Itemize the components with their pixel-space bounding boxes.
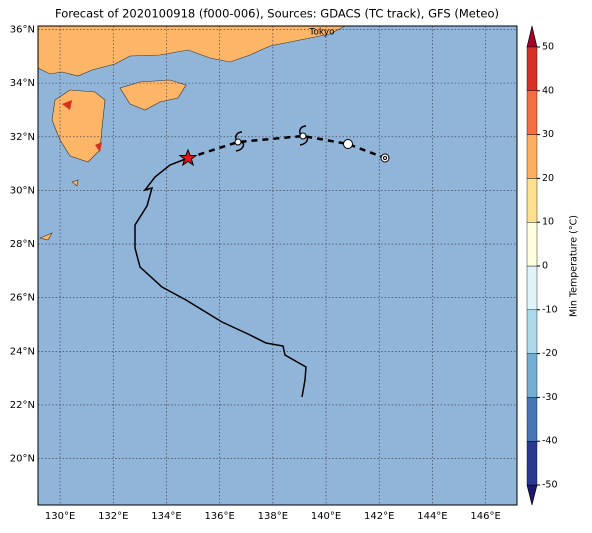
colorbar-segment bbox=[526, 441, 538, 486]
lat-label: 36°N bbox=[10, 24, 35, 35]
colorbar-tick-label: 50 bbox=[542, 42, 554, 53]
storm-position bbox=[178, 148, 198, 167]
lon-label: 136°E bbox=[204, 511, 234, 522]
graticule bbox=[38, 26, 517, 505]
lat-label: 20°N bbox=[10, 454, 35, 465]
colorbar-tick-label: 40 bbox=[542, 85, 554, 96]
lon-label: 146°E bbox=[470, 511, 500, 522]
lon-label: 144°E bbox=[417, 511, 447, 522]
colorbar-tick-label: -30 bbox=[542, 392, 558, 403]
lon-label: 132°E bbox=[98, 511, 128, 522]
lon-label: 130°E bbox=[45, 511, 75, 522]
colorbar-tick-label: -40 bbox=[542, 436, 558, 447]
lon-label: 142°E bbox=[364, 511, 394, 522]
land bbox=[37, 25, 346, 241]
colorbar-segment bbox=[526, 221, 538, 267]
colorbar-label: Min Temperature (°C) bbox=[569, 215, 580, 317]
colorbar-tick-label: -50 bbox=[542, 480, 558, 491]
lat-label: 34°N bbox=[10, 78, 35, 89]
colorbar-segment bbox=[526, 46, 538, 91]
colorbar bbox=[526, 25, 540, 506]
lat-label: 24°N bbox=[10, 346, 35, 357]
colorbar-segment bbox=[526, 309, 538, 354]
colorbar-segment bbox=[526, 134, 538, 179]
lon-label: 140°E bbox=[311, 511, 341, 522]
colorbar-segment bbox=[526, 178, 538, 223]
cold-patches bbox=[62, 100, 102, 152]
colorbar-tick-label: 30 bbox=[542, 129, 554, 140]
colorbar-segment bbox=[526, 265, 538, 310]
lat-label: 26°N bbox=[10, 293, 35, 304]
colorbar-segment bbox=[526, 90, 538, 135]
lat-label: 22°N bbox=[10, 400, 35, 411]
map-frame bbox=[37, 25, 518, 506]
city-label: Tokyo bbox=[308, 28, 335, 38]
colorbar-tick-label: -20 bbox=[542, 348, 558, 359]
colorbar-tick-label: 0 bbox=[542, 261, 548, 272]
colorbar-tick-label: 20 bbox=[542, 173, 554, 184]
colorbar-segment bbox=[526, 397, 538, 442]
map-title: Forecast of 2020100918 (f000-006), Sourc… bbox=[55, 7, 499, 21]
sea bbox=[38, 26, 517, 505]
lon-label: 134°E bbox=[151, 511, 181, 522]
colorbar-tick-label: -10 bbox=[542, 304, 558, 315]
colorbar-tick-label: 10 bbox=[542, 217, 554, 228]
lat-label: 30°N bbox=[10, 185, 35, 196]
colorbar-segment bbox=[526, 353, 538, 398]
lon-label: 138°E bbox=[258, 511, 288, 522]
track-points bbox=[234, 132, 390, 163]
lat-label: 32°N bbox=[10, 132, 35, 143]
lat-label: 28°N bbox=[10, 239, 35, 250]
